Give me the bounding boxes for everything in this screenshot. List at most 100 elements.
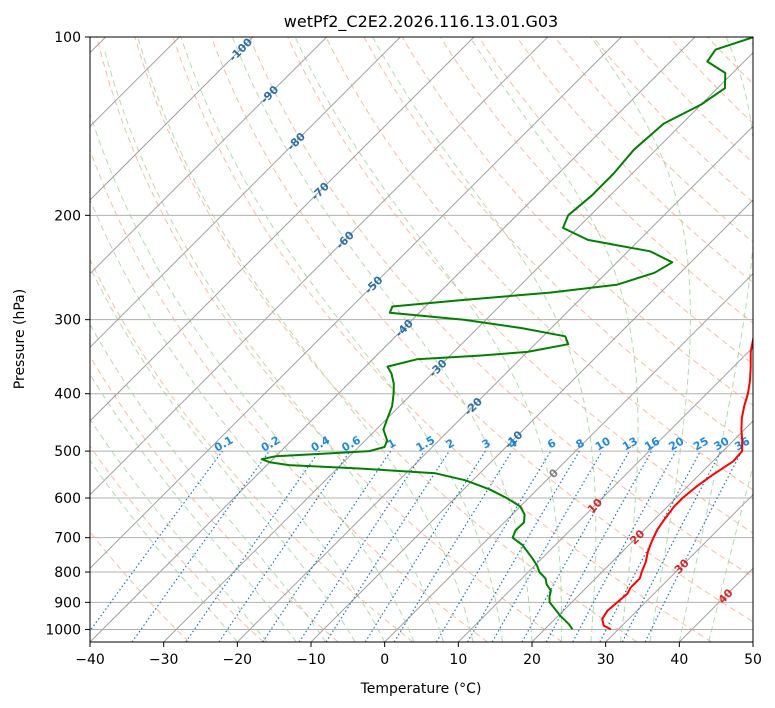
dry-adiabat-line [134,37,638,642]
mixing-ratio-label: 6 [545,436,558,451]
isotherm-line [752,641,753,642]
mixing-ratio-line [185,450,320,642]
moist-adiabat-line [90,373,297,642]
dry-adiabat-line [96,37,563,642]
mixing-ratio-line [435,450,552,642]
line-label-layer: -100-90-80-70-60-50-40-30-20-10010203040… [212,37,752,606]
y-tick-label: 300 [54,313,81,329]
x-tick-label: 30 [597,652,615,668]
dry-adiabat-line [90,445,264,642]
y-axis-label: Pressure (hPa) [12,289,28,389]
mixing-ratio-line [364,450,486,642]
mixing-ratio-line [298,450,425,642]
chart-title: wetPf2_C2E2.2026.116.13.01.G03 [284,12,558,32]
moist-adiabat-line [90,112,415,642]
mixing-ratio-line [393,450,513,642]
isotherm-label: 30 [672,556,692,576]
x-axis-label: Temperature (°C) [360,681,482,697]
axis-layer: −40 −30 −20 −10 0 10 20 30 40 50 100 200 300 400 500 60… [45,30,762,668]
isotherm-line [90,37,696,642]
isotherm-label: 20 [627,527,647,547]
x-tick-label: −40 [75,652,105,668]
isotherm-label: -80 [285,130,308,153]
isotherm-line [90,37,254,201]
moist-adiabat-line [137,37,474,642]
dry-adiabat-line [707,37,753,85]
isotherm-line [90,37,328,275]
mixing-ratio-line [262,450,392,642]
dry-adiabat-line [592,37,753,203]
moist-adiabat-line [90,266,356,642]
moist-adiabat-line [90,198,386,642]
isotherm-line [236,125,753,642]
y-tick-label: 900 [54,595,81,611]
y-tick-label: 100 [54,30,81,46]
mixing-ratio-label: 3 [480,436,493,451]
temperature-profile-line [601,335,753,631]
dewpoint-profile-line [260,37,753,630]
dry-adiabat-line [401,37,753,406]
mixing-ratio-label: 30 [712,434,732,453]
mixing-ratio-label: 10 [593,434,613,453]
dry-adiabat-line [287,37,753,534]
dry-adiabat-line [745,37,753,46]
y-tick-label: 400 [54,387,81,403]
mixing-ratio-line [491,450,603,642]
isotherm-line [163,51,753,642]
dry-adiabat-line [172,37,712,642]
isotherm-line [90,37,622,570]
moist-adiabat-line [90,418,268,642]
moist-adiabat-line [469,37,639,642]
dry-adiabat-line [90,148,488,642]
x-tick-label: −30 [149,652,179,668]
dry-adiabat-line [630,37,753,164]
moist-adiabat-line [103,49,445,642]
mixing-ratio-line [90,450,223,632]
dry-adiabat-line [325,37,753,491]
moist-adiabat-line [678,37,753,642]
dry-adiabat-line [439,37,753,365]
mixing-ratio-line [466,450,580,642]
moist-adiabat-line [231,37,533,642]
moist-adiabat-line [590,37,691,642]
moist-adiabat-line [180,37,503,642]
isotherm-label: -20 [462,395,485,418]
mixing-ratio-line [218,450,351,642]
dry-adiabat-line [90,355,339,642]
isotherm-line [531,420,753,642]
isotherm-line [310,199,753,642]
dry-adiabat-line [90,258,414,642]
y-tick-label: 700 [54,531,81,547]
y-tick-label: 500 [54,444,81,460]
mixing-ratio-label: 16 [642,434,662,453]
moist-adiabat-line [294,37,563,642]
x-tick-label: 40 [670,652,688,668]
isotherm-label: -30 [426,357,449,380]
mixing-ratio-line [521,450,631,642]
mixing-ratio-line [545,450,653,642]
x-tick-label: 20 [523,652,541,668]
isotherm-line [605,493,753,642]
isotherm-label: 40 [716,586,736,606]
y-tick-label: 200 [54,208,81,224]
plot-frame [89,36,754,643]
isotherm-line [457,346,753,642]
y-tick-label: 1000 [45,622,81,638]
x-tick-label: 10 [449,652,467,668]
dry-adiabat-line [478,37,753,324]
moist-adiabat-line [372,37,597,642]
x-tick-label: 50 [744,652,762,668]
isotherm-line [90,37,401,349]
moist-adiabat-line [708,464,753,642]
moist-adiabat-line [90,323,327,642]
x-tick-label: −20 [223,652,253,668]
isotherm-line [90,37,549,496]
y-tick-label: 600 [54,491,81,507]
mixing-ratio-line [325,450,450,642]
grid-layer [90,37,753,642]
mixing-ratio-line [572,450,677,642]
isotherm-line [90,37,475,422]
dry-adiabat-line [90,531,190,642]
mixing-ratio-line [131,450,270,642]
